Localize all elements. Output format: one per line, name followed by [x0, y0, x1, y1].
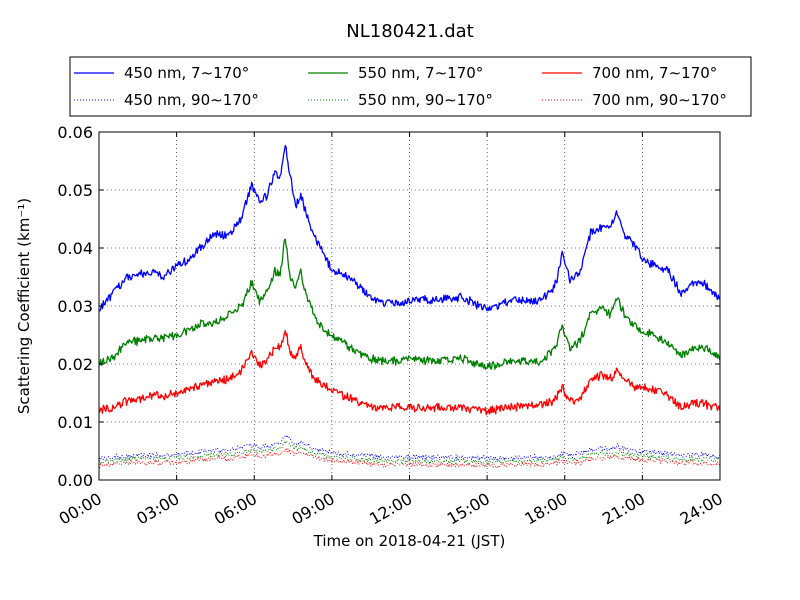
- legend-box: [69, 56, 752, 117]
- legend-label: 700 nm, 7∼170°: [592, 64, 717, 82]
- y-tick-label: 0.01: [57, 413, 93, 432]
- legend-label: 450 nm, 90∼170°: [124, 91, 259, 109]
- y-tick-label: 0.05: [57, 181, 93, 200]
- series-line: [98, 144, 721, 312]
- y-tick-label: 0.04: [57, 239, 93, 258]
- y-tick-label: 0.03: [57, 297, 93, 316]
- y-tick-label: 0.06: [57, 123, 93, 142]
- series-layer: [98, 144, 721, 469]
- x-axis-label: Time on 2018-04-21 (JST): [313, 532, 506, 550]
- series-line: [98, 440, 721, 465]
- legend: 450 nm, 7∼170° 550 nm, 7∼170° 700 nm, 7∼17…: [69, 56, 752, 117]
- y-tick-label: 0.00: [57, 471, 93, 490]
- y-axis-label: Scattering Coefficient (km⁻¹): [15, 198, 33, 414]
- chart-title: NL180421.dat: [346, 21, 473, 42]
- series-line: [98, 330, 721, 416]
- legend-label: 550 nm, 7∼170°: [358, 64, 483, 82]
- legend-label: 700 nm, 90∼170°: [592, 91, 727, 109]
- series-line: [98, 238, 721, 370]
- legend-label: 450 nm, 7∼170°: [124, 64, 249, 82]
- series-line: [98, 447, 721, 469]
- legend-label: 550 nm, 90∼170°: [358, 91, 493, 109]
- y-tick-label: 0.02: [57, 355, 93, 374]
